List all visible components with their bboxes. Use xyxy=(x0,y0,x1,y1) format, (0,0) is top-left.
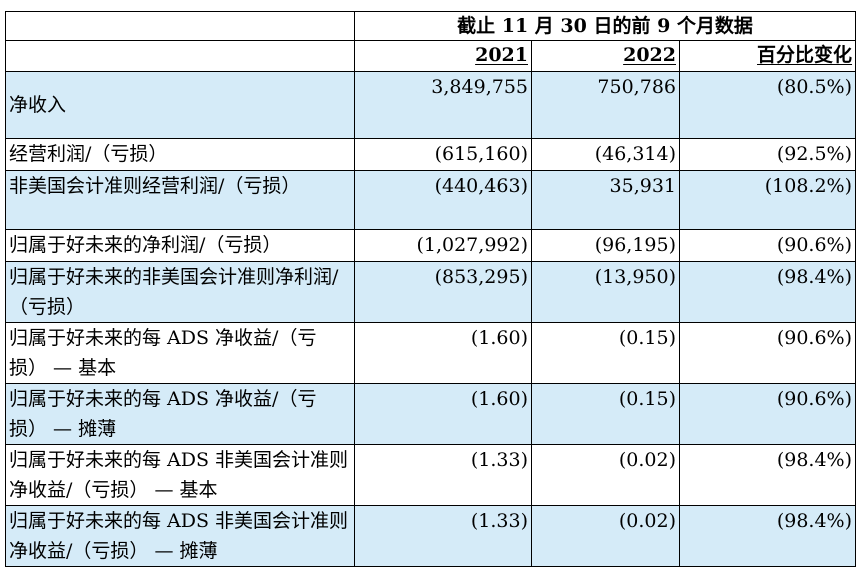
column-header-row: 2021 2022 百分比变化 xyxy=(5,40,857,72)
value-change: (108.2%) xyxy=(678,170,857,230)
table-row: 归属于好未来的每 ADS 非美国会计准则净收益/（亏损） — 基本 (1.33)… xyxy=(5,444,857,506)
value-change: (92.5%) xyxy=(678,138,857,171)
row-label: 归属于好未来的每 ADS 净收益/（亏损） — 摊薄 xyxy=(5,383,355,445)
table-row: 归属于好未来的每 ADS 净收益/（亏损） — 基本 (1.60) (0.15)… xyxy=(5,322,857,384)
table-row: 归属于好未来的每 ADS 非美国会计准则净收益/（亏损） — 摊薄 (1.33)… xyxy=(5,505,857,567)
table-row: 归属于好未来的净利润/（亏损） (1,027,992) (96,195) (90… xyxy=(5,229,857,262)
value-2021: (615,160) xyxy=(354,138,532,171)
table-row: 归属于好未来的非美国会计准则净利润/（亏损） (853,295) (13,950… xyxy=(5,261,857,323)
row-label: 经营利润/（亏损） xyxy=(5,138,355,171)
row-label: 归属于好未来的非美国会计准则净利润/（亏损） xyxy=(5,261,355,323)
value-2022: (0.15) xyxy=(531,322,680,384)
value-2021: (1,027,992) xyxy=(354,229,532,262)
value-2022: (96,195) xyxy=(531,229,680,262)
value-2022: (0.02) xyxy=(531,505,680,567)
row-label: 归属于好未来的净利润/（亏损） xyxy=(5,229,355,262)
period-header-row: 截止 11 月 30 日的前 9 个月数据 xyxy=(5,11,857,41)
header-blank-cell xyxy=(5,11,355,41)
value-2021: (1.60) xyxy=(354,322,532,384)
value-2021: (440,463) xyxy=(354,170,532,230)
row-label: 归属于好未来的每 ADS 非美国会计准则净收益/（亏损） — 摊薄 xyxy=(5,505,355,567)
value-change: (98.4%) xyxy=(678,505,857,567)
value-2022: 35,931 xyxy=(531,170,680,230)
row-label: 归属于好未来的每 ADS 净收益/（亏损） — 基本 xyxy=(5,322,355,384)
column-header-change: 百分比变化 xyxy=(678,40,857,72)
value-2021: 3,849,755 xyxy=(354,71,532,139)
row-label: 归属于好未来的每 ADS 非美国会计准则净收益/（亏损） — 基本 xyxy=(5,444,355,506)
value-2022: (13,950) xyxy=(531,261,680,323)
value-change: (90.6%) xyxy=(678,229,857,262)
value-2021: (853,295) xyxy=(354,261,532,323)
value-change: (98.4%) xyxy=(678,444,857,506)
financial-summary: 截止 11 月 30 日的前 9 个月数据 2021 2022 百分比变化 净收… xyxy=(5,11,857,567)
row-label: 净收入 xyxy=(5,71,355,139)
value-2022: (0.02) xyxy=(531,444,680,506)
financial-table: 截止 11 月 30 日的前 9 个月数据 2021 2022 百分比变化 净收… xyxy=(5,11,857,567)
value-2022: (0.15) xyxy=(531,383,680,445)
table-row: 非美国会计准则经营利润/（亏损） (440,463) 35,931 (108.2… xyxy=(5,170,857,230)
column-header-2021: 2021 xyxy=(354,40,532,72)
value-change: (90.6%) xyxy=(678,322,857,384)
value-2021: (1.33) xyxy=(354,505,532,567)
value-2022: (46,314) xyxy=(531,138,680,171)
table-row: 经营利润/（亏损） (615,160) (46,314) (92.5%) xyxy=(5,138,857,171)
period-header: 截止 11 月 30 日的前 9 个月数据 xyxy=(353,11,857,41)
row-label: 非美国会计准则经营利润/（亏损） xyxy=(5,170,355,230)
value-change: (80.5%) xyxy=(678,71,857,139)
column-header-2022: 2022 xyxy=(531,40,680,72)
value-change: (98.4%) xyxy=(678,261,857,323)
value-2022: 750,786 xyxy=(531,71,680,139)
value-2021: (1.60) xyxy=(354,383,532,445)
value-2021: (1.33) xyxy=(354,444,532,506)
table-row: 归属于好未来的每 ADS 净收益/（亏损） — 摊薄 (1.60) (0.15)… xyxy=(5,383,857,445)
table-row: 净收入 3,849,755 750,786 (80.5%) xyxy=(5,71,857,139)
value-change: (90.6%) xyxy=(678,383,857,445)
header-blank-cell xyxy=(5,40,355,72)
